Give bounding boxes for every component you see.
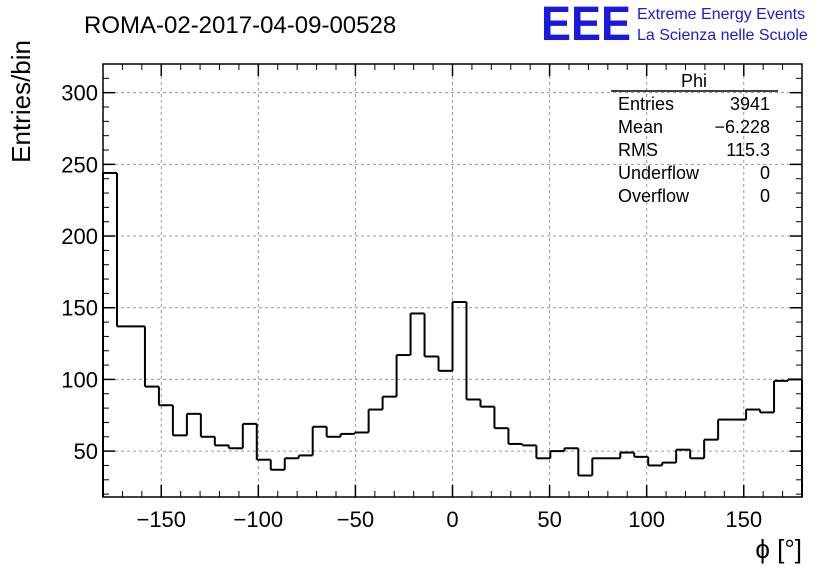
stats-value-entries: 3941: [730, 94, 770, 114]
y-tick-label: 150: [61, 296, 98, 321]
x-tick-label: 50: [537, 507, 561, 532]
run-title: ROMA-02-2017-04-09-00528: [84, 12, 396, 39]
stats-label-mean: Mean: [618, 117, 663, 137]
stats-label-entries: Entries: [618, 94, 674, 114]
x-tick-label: −100: [234, 507, 284, 532]
axes: [102, 63, 803, 498]
stats-label-underflow: Underflow: [618, 163, 700, 183]
stats-label-rms: RMS: [618, 140, 658, 160]
y-axis-title: Entries/bin: [6, 40, 36, 163]
stats-value-rms: 115.3: [726, 140, 770, 160]
grid-lines: [103, 64, 802, 497]
stats-value-overflow: 0: [760, 186, 770, 206]
x-tick-labels: −150 −100 −50 0 50 100 150: [136, 507, 762, 532]
x-tick-label: 100: [628, 507, 665, 532]
eee-logo: EEE: [541, 0, 631, 51]
stats-value-underflow: 0: [760, 163, 770, 183]
logo-line-2: La Scienza nelle Scuole: [637, 27, 808, 44]
x-tick-label: −50: [337, 507, 374, 532]
logo-line-1: Extreme Energy Events: [637, 6, 805, 23]
x-tick-label: −150: [136, 507, 186, 532]
x-tick-label: 150: [725, 507, 762, 532]
x-axis-title: ϕ [°]: [755, 534, 802, 564]
stats-label-overflow: Overflow: [618, 186, 690, 206]
x-tick-label: 0: [446, 507, 458, 532]
y-tick-labels: 50 100 150 200 250 300: [61, 81, 98, 464]
stats-box: Phi Entries 3941 Mean −6.228 RMS 115.3 U…: [611, 71, 778, 206]
y-tick-label: 200: [61, 224, 98, 249]
stats-box-name: Phi: [681, 71, 707, 91]
stats-value-mean: −6.228: [714, 117, 770, 137]
y-tick-label: 300: [61, 81, 98, 106]
y-tick-label: 50: [74, 439, 98, 464]
y-tick-label: 100: [61, 367, 98, 392]
y-tick-label: 250: [61, 152, 98, 177]
